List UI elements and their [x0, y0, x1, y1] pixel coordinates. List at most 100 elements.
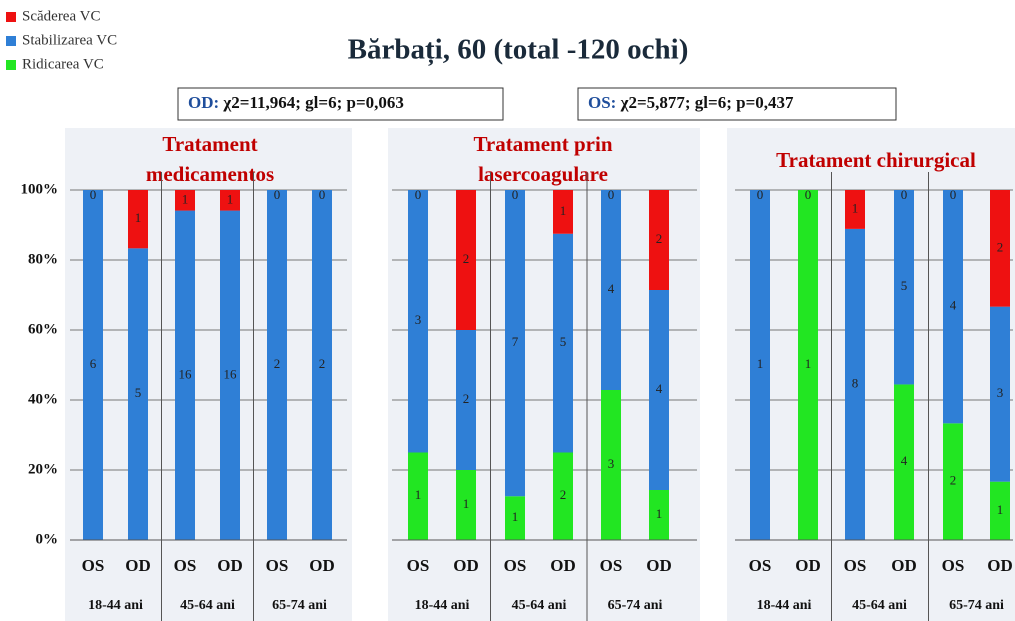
- panel-title: Tratament prin: [473, 132, 612, 156]
- bar-segment: [894, 190, 914, 385]
- data-label: 4: [901, 453, 908, 468]
- bar-segment: [798, 190, 818, 540]
- bar-segment: [845, 228, 865, 540]
- data-label: 16: [224, 366, 238, 381]
- bar-segment: [267, 190, 287, 540]
- x-tick-label: OD: [309, 556, 335, 575]
- data-label: 2: [997, 239, 1004, 254]
- x-tick-label: OS: [844, 556, 867, 575]
- group-label: 45-64 ani: [852, 598, 907, 613]
- bar-segment: [175, 190, 195, 211]
- data-label: 1: [227, 191, 234, 206]
- data-label: 1: [415, 487, 422, 502]
- bar-segment: [553, 452, 573, 540]
- data-label: 2: [560, 487, 567, 502]
- legend-swatch: [6, 36, 16, 46]
- panel-bg: [65, 128, 352, 621]
- data-label: 1: [805, 356, 812, 371]
- bar-segment: [220, 210, 240, 540]
- x-tick-label: OS: [504, 556, 527, 575]
- data-label: 0: [415, 187, 422, 202]
- panel-title: Tratament: [162, 132, 257, 156]
- annotation: OS: χ2=5,877; gl=6; p=0,437: [588, 93, 794, 112]
- data-label: 0: [512, 187, 519, 202]
- bar-segment: [750, 190, 770, 540]
- legend-label: Scăderea VC: [22, 8, 100, 24]
- data-label: 6: [90, 356, 97, 371]
- data-label: 2: [319, 356, 326, 371]
- data-label: 0: [805, 187, 812, 202]
- x-tick-label: OD: [453, 556, 479, 575]
- data-label: 0: [608, 187, 615, 202]
- data-label: 1: [852, 200, 859, 215]
- data-label: 1: [560, 203, 567, 218]
- bar-segment: [456, 190, 476, 330]
- x-tick-label: OD: [795, 556, 821, 575]
- bar-segment: [553, 190, 573, 234]
- x-tick-label: OS: [600, 556, 623, 575]
- data-label: 3: [608, 456, 615, 471]
- bar-segment: [312, 190, 332, 540]
- data-label: 2: [274, 356, 281, 371]
- bar-segment: [894, 384, 914, 540]
- bar-segment: [175, 210, 195, 540]
- data-label: 5: [135, 385, 142, 400]
- data-label: 1: [656, 506, 663, 521]
- x-tick-label: OS: [266, 556, 289, 575]
- x-tick-label: OS: [942, 556, 965, 575]
- x-tick-label: OD: [646, 556, 672, 575]
- data-label: 0: [757, 187, 764, 202]
- bar-segment: [128, 248, 148, 541]
- bar-segment: [505, 496, 525, 540]
- group-label: 45-64 ani: [180, 598, 235, 613]
- panel-bg: [388, 128, 700, 621]
- bar-segment: [456, 330, 476, 470]
- legend-label: Ridicarea VC: [22, 56, 104, 72]
- y-tick-label: 60%: [28, 321, 58, 337]
- bar-segment: [990, 190, 1010, 307]
- bar-segment: [408, 452, 428, 540]
- group-label: 65-74 ani: [949, 598, 1004, 613]
- y-tick-label: 40%: [28, 391, 58, 407]
- annotation-text: χ2=5,877; gl=6; p=0,437: [616, 93, 794, 112]
- bar-segment: [83, 190, 103, 540]
- data-label: 4: [656, 381, 663, 396]
- bar-segment: [456, 470, 476, 540]
- bar-segment: [943, 190, 963, 424]
- data-label: 1: [757, 356, 764, 371]
- bar-segment: [505, 190, 525, 497]
- group-label: 45-64 ani: [512, 598, 567, 613]
- group-label: 18-44 ani: [88, 598, 143, 613]
- x-tick-label: OD: [125, 556, 151, 575]
- y-tick-label: 20%: [28, 461, 58, 477]
- data-label: 16: [179, 366, 193, 381]
- data-label: 1: [512, 509, 519, 524]
- bar-segment: [220, 190, 240, 211]
- data-label: 4: [608, 281, 615, 296]
- panel-title: lasercoagulare: [478, 162, 608, 186]
- data-label: 4: [950, 298, 957, 313]
- bar-segment: [649, 490, 669, 540]
- group-label: 18-44 ani: [757, 598, 812, 613]
- group-label: 65-74 ani: [608, 598, 663, 613]
- group-label: 65-74 ani: [272, 598, 327, 613]
- bar-segment: [990, 481, 1010, 540]
- page-title: Bărbați, 60 (total -120 ochi): [348, 34, 689, 67]
- data-label: 0: [319, 187, 326, 202]
- y-tick-label: 80%: [28, 251, 58, 267]
- data-label: 2: [950, 473, 957, 488]
- panel-bg: [727, 128, 1015, 621]
- annotation-text: χ2=11,964; gl=6; p=0,063: [219, 93, 404, 112]
- annotation-label: OD:: [188, 93, 219, 112]
- y-tick-label: 100%: [21, 181, 59, 197]
- data-label: 1: [463, 496, 470, 511]
- data-label: 1: [135, 210, 142, 225]
- data-label: 3: [415, 312, 422, 327]
- bar-segment: [649, 290, 669, 490]
- legend-swatch: [6, 12, 16, 22]
- data-label: 0: [274, 187, 281, 202]
- data-label: 5: [560, 334, 567, 349]
- data-label: 0: [90, 187, 97, 202]
- bar-segment: [128, 190, 148, 249]
- group-label: 18-44 ani: [415, 598, 470, 613]
